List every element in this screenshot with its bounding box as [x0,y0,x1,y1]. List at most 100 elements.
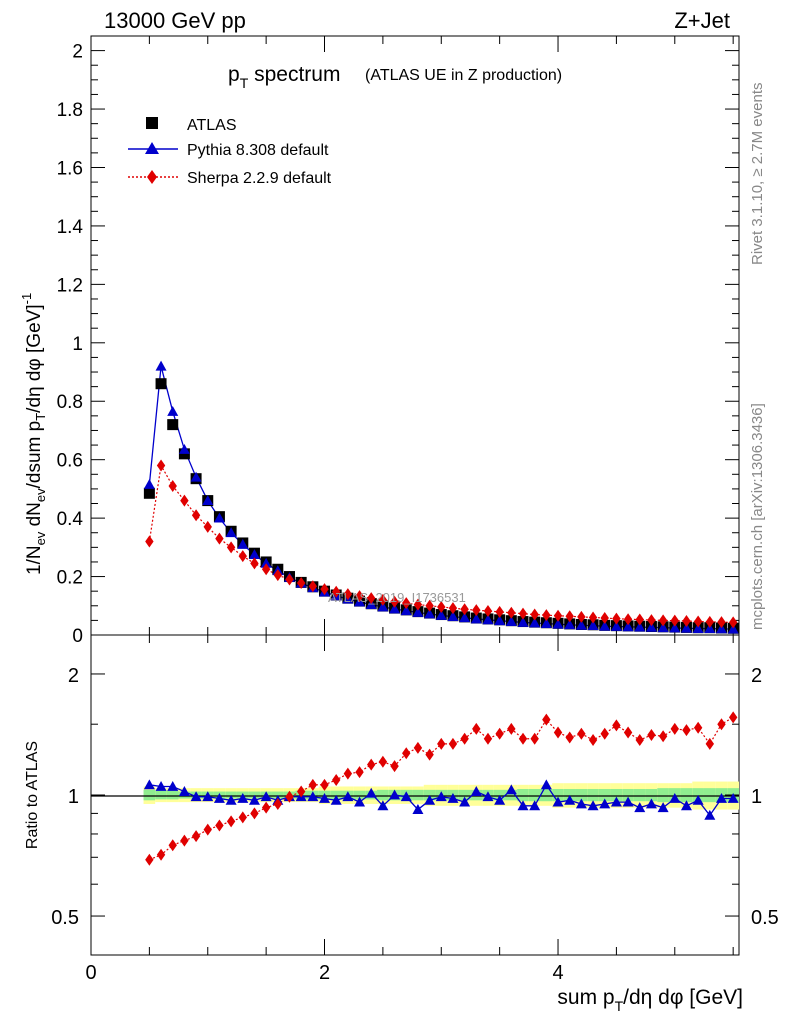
pythia-ratio-point [727,793,739,803]
rivet-label: Rivet 3.1.10, ≥ 2.7M events [749,83,766,266]
pythia-ratio-point [505,784,517,795]
sherpa-ratio-point [425,748,434,761]
main-y-tick-label: 0.2 [57,568,83,589]
sherpa-point [728,616,738,629]
pythia-point [225,527,237,538]
pythia-point [143,479,155,489]
ratio-band-inner [610,788,623,802]
sherpa-point [320,583,329,596]
main-y-tick-label: 0.4 [57,509,84,530]
pythia-point [424,608,436,619]
pythia-point [447,611,459,621]
ratio-band-inner [517,788,529,802]
ratio-y-axis-label: Ratio to ATLAS [24,741,41,849]
sherpa-point [390,595,399,608]
pythia-ratio-point [494,794,506,805]
ratio-band-inner [587,788,599,802]
ratio-y-tick-label: 0.5 [51,907,79,929]
ratio-band-inner [528,788,541,802]
pythia-ratio-point [517,800,529,811]
sherpa-ratio-point [507,722,516,735]
sherpa-point [483,605,493,618]
ratio-y-tick-label: 2 [68,665,79,687]
pythia-ratio-point [178,786,190,796]
pythia-point [435,609,447,620]
sherpa-point [472,604,481,617]
legend-label-atlas: ATLAS [187,117,237,134]
pythia-ratio-point [400,791,412,802]
sherpa-ratio-point [343,767,353,780]
pythia-point [260,557,272,568]
sherpa-ratio-point [168,839,177,852]
sherpa-ratio-point [553,726,563,739]
pythia-point [178,443,190,454]
pythia-ratio-point [564,794,576,805]
sherpa-point [717,616,726,629]
pythia-point [389,603,401,614]
sherpa-point [168,479,177,492]
sherpa-point [180,494,189,507]
main-y-tick-label: 1.6 [57,158,83,179]
sherpa-point [612,612,621,625]
ratio-y-tick-label-right: 1 [751,786,762,808]
sherpa-ratio-point [472,722,481,735]
main-y-tick-label: 0.8 [57,392,83,413]
pythia-ratio-point [365,787,377,798]
pythia-point [727,623,739,634]
mcplots-label: mcplots.cern.ch [arXiv:1306.3436] [749,403,766,630]
ratio-y-tick-label-right: 0.5 [751,907,779,929]
ratio-series-group [143,711,739,866]
pythia-ratio-point [307,791,319,802]
pythia-point [599,620,611,631]
pythia-ratio-point [248,794,260,805]
pythia-ratio-point [680,800,692,811]
pythia-point [622,621,634,632]
sherpa-ratio-point [250,807,259,820]
pythia-ratio-point [202,791,214,802]
pythia-ratio-point [552,796,564,807]
x-tick-label: 0 [85,962,96,984]
sherpa-point [285,573,294,586]
sherpa-ratio-point [623,726,633,739]
pythia-point [470,613,482,624]
sherpa-ratio-point [308,778,318,791]
sherpa-point [507,606,516,619]
pythia-ratio-point [155,780,167,791]
sherpa-point [530,608,539,621]
pythia-ratio-point [470,786,482,796]
pythia-ratio-point [225,794,237,805]
sherpa-ratio-point [600,727,609,740]
main-y-tick-label: 1.8 [57,100,83,121]
legend-marker-sherpa [147,170,157,184]
pythia-point [715,623,727,634]
pythia-ratio-point [389,789,401,800]
ratio-band-inner [540,788,553,802]
sherpa-ratio-point [331,773,341,786]
pythia-point [657,622,669,633]
sherpa-ratio-point [320,778,329,791]
sherpa-ratio-point [378,755,388,768]
pythia-ratio-point [610,796,622,807]
pythia-ratio-point [704,809,716,820]
pythia-ratio-point [622,796,634,807]
sherpa-point [647,614,656,627]
main-y-tick-label: 1.2 [57,275,83,296]
sherpa-point [588,611,598,624]
pythia-ratio-point [237,793,249,803]
sherpa-ratio-point [483,732,493,745]
sherpa-point [191,509,201,522]
sherpa-point [670,614,679,627]
sherpa-ratio-point [565,731,574,744]
ratio-band-inner [143,789,156,801]
sherpa-ratio-point [390,760,399,773]
ratio-y-tick-label-right: 2 [751,665,762,687]
pythia-ratio-point [424,794,436,805]
pythia-point [412,607,424,617]
sherpa-point [378,593,388,606]
pythia-ratio-point [715,793,727,803]
sherpa-ratio-point [518,732,528,745]
sherpa-point [261,563,271,576]
pythia-point [155,360,167,371]
pythia-ratio-point [459,796,471,807]
